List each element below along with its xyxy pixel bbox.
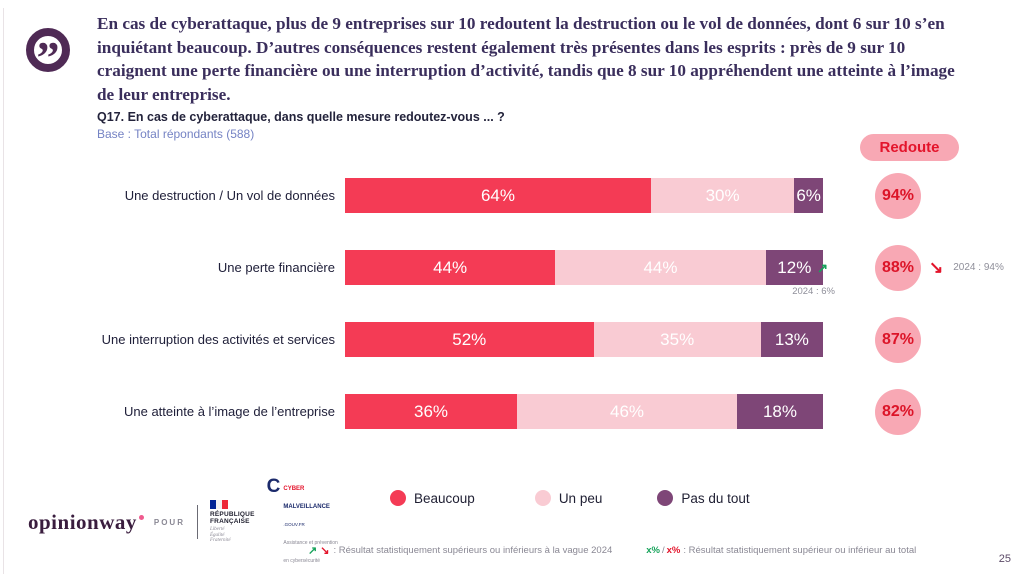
bar: 36% 46% 18%: [345, 394, 823, 429]
cyber-logo-c-icon: C: [266, 476, 281, 497]
segment-value-label: 12%: [777, 257, 812, 277]
up-arrow-icon: ↗: [308, 545, 318, 557]
chart-legend: Beaucoup Un peu Pas du tout: [390, 490, 810, 506]
opinionway-logo-dot: [138, 515, 144, 520]
row-label: Une atteinte à l’image de l’entreprise: [123, 403, 335, 419]
segment-value-label: 6%: [796, 185, 821, 205]
total-circle: 87%: [875, 316, 921, 363]
chart-row: Une perte financière 44% 44% 12% ↗ 2024 : 6% 8…: [90, 244, 1020, 297]
cyber-logo-text-1: CYBER: [283, 486, 305, 492]
significance-legend-total: x% / x% : Résultat statistiquement supér…: [646, 545, 917, 556]
legend-item-pas-du-tout: Pas du tout: [657, 490, 750, 506]
total-wrap: 88% ↘ 2024 : 94%: [875, 244, 1004, 291]
redoute-badge: Redoute: [860, 134, 959, 161]
legend-item-beaucoup: Beaucoup: [390, 490, 475, 506]
chart-row: Une atteinte à l’image de l’entreprise 36…: [90, 388, 1020, 435]
bar-segments: 44% 44% 12% ↗: [345, 250, 828, 285]
legend-label: Pas du tout: [681, 490, 750, 506]
bar-segment-un-peu: 30%: [650, 178, 795, 213]
cyber-logo-text-3: .GOUV.FR: [283, 522, 305, 527]
total-trend-down-icon: ↘: [929, 258, 944, 277]
opinionway-logo: opinionway: [28, 509, 137, 534]
legend-label: Un peu: [558, 490, 603, 506]
segment-value-label: 46%: [610, 401, 645, 421]
row-label: Une perte financière: [217, 259, 335, 275]
segment-value-label: 52%: [452, 329, 487, 349]
bar-segment-un-peu: 46%: [517, 394, 737, 429]
cyber-logo-text-2: MALVEILLANCE: [283, 504, 330, 510]
rf-motto: Liberté Égalité Fraternité: [210, 527, 231, 544]
bar-segment-un-peu: 35%: [593, 322, 761, 357]
legend-dot-beaucoup: [390, 490, 406, 506]
page-number: 25: [998, 553, 1011, 565]
segment-value-label: 13%: [774, 329, 809, 349]
cybermalveillance-logo: C CYBER MALVEILLANCE .GOUV.FR Assistance…: [267, 477, 338, 567]
legend-item-un-peu: Un peu: [534, 490, 603, 506]
bar-segment-pas-du-tout: 13%: [760, 322, 823, 357]
summary-quote: En cas de cyberattaque, plus de 9 entrep…: [97, 14, 955, 104]
quote-icon: ”: [26, 28, 70, 81]
significance-legend-wave: ↗ ↘ : Résultat statistiquement supérieur…: [308, 544, 612, 557]
bar-segments: 52% 35% 13%: [345, 322, 823, 357]
question-label: Q17. En cas de cyberattaque, dans quelle…: [97, 110, 505, 124]
total-wrap: 82%: [875, 388, 921, 435]
bar-segment-beaucoup: 36%: [345, 394, 518, 429]
footer: opinionway POUR RÉPUBLIQUE FRANÇAISE Lib…: [0, 477, 1024, 574]
bar: 64% 30% 6%: [345, 178, 823, 213]
bar-segments: 36% 46% 18%: [345, 394, 823, 429]
bar-segment-beaucoup: 44%: [345, 250, 556, 285]
total-circle: 94%: [875, 172, 921, 219]
significance-legend-total-text: : Résultat statistiquement supérieur ou …: [683, 545, 917, 556]
total-wrap: 87%: [875, 316, 921, 363]
cyber-logo-subtitle: Assistance et prévention en cybersécurit…: [283, 540, 338, 564]
segment-previous-wave-note: 2024 : 6%: [792, 286, 835, 297]
bar-segment-pas-du-tout: 6%: [794, 178, 823, 213]
bar: 44% 44% 12% ↗ 2024 : 6%: [345, 250, 835, 297]
republique-francaise-logo: RÉPUBLIQUE FRANÇAISE Liberté Égalité Fra…: [210, 500, 255, 544]
segment-trend-up-icon: ↗: [817, 260, 828, 275]
chart-row: Une destruction / Un vol de données 64% 30…: [90, 172, 1020, 219]
segment-value-label: 44%: [643, 257, 678, 277]
footer-logos: opinionway POUR RÉPUBLIQUE FRANÇAISE Lib…: [28, 477, 338, 567]
legend-label: Beaucoup: [414, 490, 475, 506]
row-label: Une destruction / Un vol de données: [124, 187, 335, 203]
segment-value-label: 35%: [660, 329, 695, 349]
significance-legend: ↗ ↘ : Résultat statistiquement supérieur…: [308, 544, 916, 557]
rf-logo-text-1: RÉPUBLIQUE: [210, 511, 255, 519]
down-arrow-icon: ↘: [320, 545, 330, 557]
footer-divider: [197, 505, 198, 539]
bar-segment-pas-du-tout: 18%: [736, 394, 823, 429]
segment-value-label: 18%: [762, 401, 797, 421]
total-previous-wave-note: 2024 : 94%: [953, 262, 1004, 273]
bar-segment-un-peu: 44%: [555, 250, 766, 285]
segment-value-label: 44%: [433, 257, 468, 277]
left-edge-line: [3, 8, 4, 574]
chart-row: Une interruption des activités et servic…: [90, 316, 1020, 363]
segment-value-label: 64%: [480, 185, 515, 205]
total-circle: 88%: [875, 244, 921, 291]
pour-label: POUR: [153, 517, 185, 527]
legend-dot-pas-du-tout: [657, 490, 674, 506]
bar-segment-pas-du-tout: 12% ↗: [765, 250, 828, 285]
red-percent-sample: x%: [666, 545, 681, 556]
bar-segments: 64% 30% 6%: [345, 178, 823, 213]
total-wrap: 94%: [875, 172, 921, 219]
french-flag-icon: [210, 500, 228, 510]
rf-logo-text-2: FRANÇAISE: [210, 518, 250, 526]
bar-segment-beaucoup: 52%: [345, 322, 594, 357]
row-label: Une interruption des activités et servic…: [101, 331, 335, 347]
bar-segment-beaucoup: 64%: [345, 178, 651, 213]
bar: 52% 35% 13%: [345, 322, 823, 357]
total-circle: 82%: [875, 388, 921, 435]
significance-legend-wave-text: : Résultat statistiquement supérieurs ou…: [333, 545, 613, 556]
base-label: Base : Total répondants (588): [97, 127, 255, 141]
stacked-bar-chart: Une destruction / Un vol de données 64% 30…: [90, 172, 1020, 466]
legend-dot-un-peu: [534, 490, 551, 506]
green-percent-sample: x%: [646, 545, 660, 556]
segment-value-label: 36%: [414, 401, 449, 421]
segment-value-label: 30%: [705, 185, 740, 205]
